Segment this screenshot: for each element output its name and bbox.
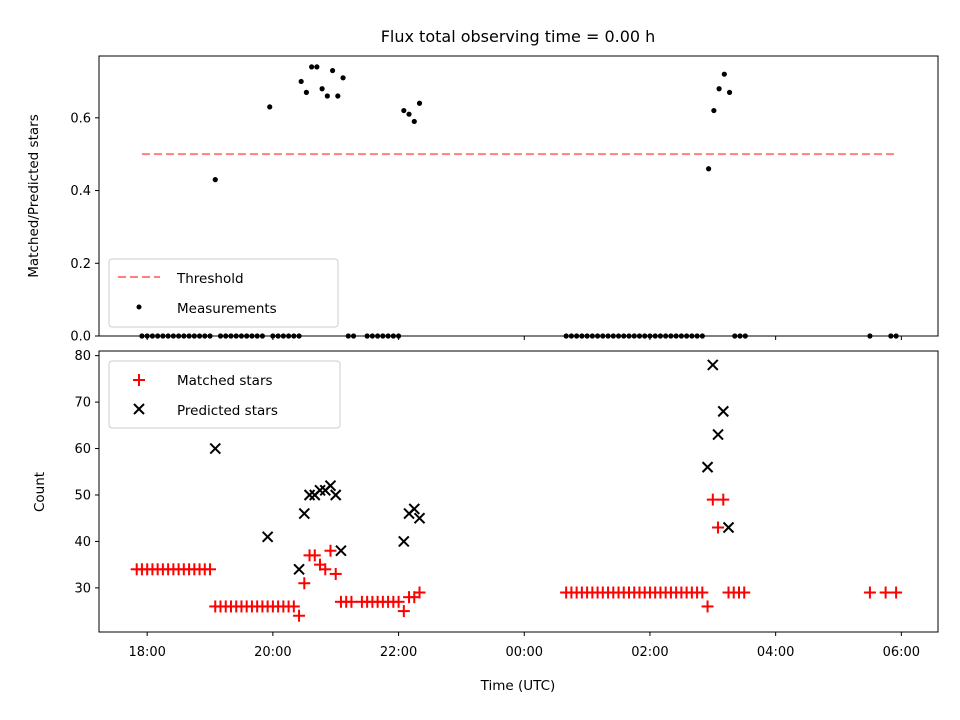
matched-star-point	[701, 600, 714, 613]
legend-matched-label: Matched stars	[177, 373, 273, 389]
measurement-point	[726, 89, 733, 95]
measurement-point	[319, 86, 325, 92]
matched-star-point	[324, 544, 337, 557]
matched-star-point	[712, 521, 725, 534]
predicted-star-point	[701, 461, 714, 473]
predicted-star-point	[722, 521, 735, 534]
legend-matched-swatch	[133, 374, 145, 386]
matched-star-point	[308, 549, 321, 562]
bottom-axes-frame	[98, 350, 939, 633]
legend-measurements-swatch	[136, 304, 142, 310]
matched-star-point	[345, 595, 358, 608]
matched-star-point	[890, 586, 903, 599]
measurement-point	[401, 107, 407, 114]
chart-title: Flux total observing time = 0.00 h	[381, 27, 656, 46]
predicted-star-point	[707, 359, 719, 371]
top-legend: Threshold Measurements	[108, 258, 339, 328]
top-axes-frame	[98, 55, 939, 337]
bottom-y-tick-label: 40	[74, 535, 91, 550]
predicted-star-point	[314, 484, 326, 497]
predicted-star-point	[261, 531, 274, 543]
x-tick-label: 22:00	[380, 645, 417, 660]
bottom-y-tick-label: 50	[74, 488, 91, 503]
measurement-point	[309, 64, 315, 70]
predicted-star-point	[303, 489, 316, 501]
x-tick-label: 02:00	[631, 645, 668, 660]
bottom-legend-box	[108, 360, 341, 429]
bottom-y-tick-label: 70	[74, 396, 91, 411]
measurement-point	[324, 93, 330, 99]
matched-star-point	[392, 595, 405, 608]
x-axis-label: Time (UTC)	[480, 678, 556, 694]
bottom-legend: Matched stars Predicted stars	[108, 360, 341, 429]
top-y-tick-label: 0.4	[70, 184, 91, 199]
bottom-y-tick-label: 60	[74, 442, 91, 457]
measurement-point	[411, 118, 417, 125]
measurement-point	[716, 86, 722, 92]
predicted-star-point	[717, 405, 729, 418]
predicted-star-point	[293, 563, 305, 576]
measurement-point	[340, 75, 346, 81]
predicted-star-point	[413, 512, 426, 524]
matched-star-point	[863, 586, 876, 599]
bottom-y-tick-label: 80	[74, 349, 91, 364]
predicted-star-point	[335, 545, 347, 557]
matched-star-point	[413, 586, 426, 599]
predicted-star-point	[209, 442, 221, 455]
top-y-tick-label: 0.0	[70, 330, 91, 345]
legend-threshold-label: Threshold	[176, 271, 244, 287]
measurement-point	[721, 71, 727, 77]
matched-star-point	[696, 586, 709, 599]
matched-star-point	[706, 493, 719, 506]
measurement-point	[329, 67, 336, 74]
predicted-star-point	[408, 503, 420, 515]
measurement-point	[212, 177, 218, 183]
x-tick-label: 06:00	[883, 645, 920, 660]
measurement-point	[416, 100, 423, 106]
predicted-star-point	[398, 535, 410, 548]
matched-star-point	[717, 493, 730, 506]
matched-star-point	[879, 586, 892, 599]
top-y-tick-label: 0.6	[70, 111, 91, 126]
top-legend-box	[108, 258, 339, 328]
predicted-star-point	[324, 479, 337, 492]
matched-star-point	[298, 577, 311, 590]
measurement-point	[406, 111, 412, 117]
measurement-point	[267, 104, 273, 110]
legend-predicted-swatch	[133, 403, 145, 415]
matched-star-point	[204, 563, 217, 576]
measurement-point	[303, 89, 309, 95]
top-y-axis-label: Matched/Predicted stars	[26, 114, 42, 277]
measurement-point	[298, 78, 304, 85]
measurement-point	[314, 64, 320, 70]
bottom-y-axis-label: Count	[32, 472, 48, 512]
top-panel: 0.0 0.2 0.4 0.6 Matched/Predicted stars Thr…	[26, 55, 939, 345]
matched-star-point	[397, 605, 410, 618]
measurement-point	[706, 166, 712, 172]
x-tick-label: 00:00	[506, 645, 543, 660]
matched-star-point	[319, 563, 332, 576]
x-tick-label: 04:00	[757, 645, 794, 660]
matched-star-point	[293, 609, 306, 622]
measurement-point	[711, 107, 717, 114]
legend-predicted-label: Predicted stars	[177, 403, 278, 419]
legend-measurements-label: Measurements	[177, 301, 277, 317]
predicted-star-point	[712, 428, 724, 441]
x-tick-label: 18:00	[128, 645, 165, 660]
bottom-y-tick-label: 30	[74, 581, 91, 596]
measurement-point	[335, 93, 341, 99]
matched-star-point	[738, 586, 751, 599]
x-tick-label: 20:00	[254, 645, 291, 660]
bottom-panel: 30 40 50 60 70 80 18:00 20:00 22:00 00:00 02:00 04…	[32, 349, 939, 694]
matched-star-point	[287, 600, 300, 613]
matched-star-point	[329, 567, 342, 580]
top-y-tick-label: 0.2	[70, 257, 91, 272]
predicted-star-point	[330, 489, 342, 501]
predicted-star-point	[298, 507, 311, 520]
